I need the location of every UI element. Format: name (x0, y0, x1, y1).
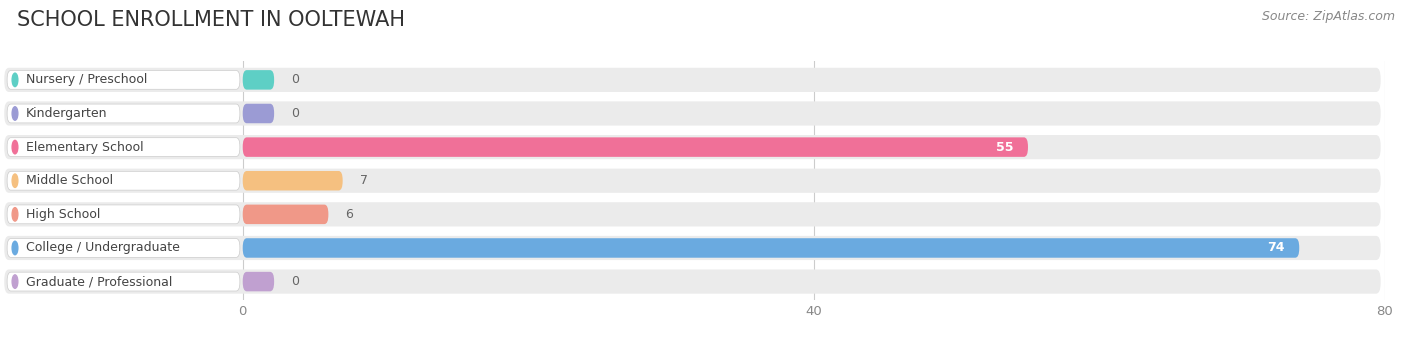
Text: SCHOOL ENROLLMENT IN OOLTEWAH: SCHOOL ENROLLMENT IN OOLTEWAH (17, 10, 405, 30)
FancyBboxPatch shape (243, 171, 343, 191)
Text: Elementary School: Elementary School (25, 140, 143, 153)
FancyBboxPatch shape (4, 236, 1381, 260)
Text: 74: 74 (1267, 241, 1285, 254)
Text: 6: 6 (346, 208, 353, 221)
FancyBboxPatch shape (4, 101, 1381, 125)
FancyBboxPatch shape (4, 135, 1381, 159)
FancyBboxPatch shape (243, 104, 274, 123)
Circle shape (13, 174, 18, 188)
FancyBboxPatch shape (243, 238, 1299, 258)
FancyBboxPatch shape (4, 68, 1381, 92)
Text: Nursery / Preschool: Nursery / Preschool (25, 73, 148, 86)
Circle shape (13, 275, 18, 288)
Text: Kindergarten: Kindergarten (25, 107, 107, 120)
Text: Source: ZipAtlas.com: Source: ZipAtlas.com (1261, 10, 1395, 23)
FancyBboxPatch shape (7, 205, 240, 224)
FancyBboxPatch shape (243, 272, 274, 291)
Text: 0: 0 (291, 73, 299, 86)
Circle shape (13, 241, 18, 255)
FancyBboxPatch shape (4, 269, 1381, 294)
FancyBboxPatch shape (7, 272, 240, 291)
FancyBboxPatch shape (7, 71, 240, 89)
Text: 55: 55 (997, 140, 1014, 153)
Text: Graduate / Professional: Graduate / Professional (25, 275, 172, 288)
Circle shape (13, 107, 18, 120)
FancyBboxPatch shape (243, 205, 329, 224)
FancyBboxPatch shape (7, 171, 240, 190)
Circle shape (13, 140, 18, 154)
FancyBboxPatch shape (7, 239, 240, 257)
Circle shape (13, 208, 18, 221)
Text: 0: 0 (291, 107, 299, 120)
FancyBboxPatch shape (243, 70, 274, 90)
FancyBboxPatch shape (243, 137, 1028, 157)
FancyBboxPatch shape (4, 169, 1381, 193)
Circle shape (13, 73, 18, 87)
Text: 0: 0 (291, 275, 299, 288)
Text: Middle School: Middle School (25, 174, 112, 187)
FancyBboxPatch shape (4, 202, 1381, 226)
Text: High School: High School (25, 208, 100, 221)
Text: 7: 7 (360, 174, 368, 187)
FancyBboxPatch shape (7, 104, 240, 123)
FancyBboxPatch shape (7, 138, 240, 157)
Text: College / Undergraduate: College / Undergraduate (25, 241, 180, 254)
